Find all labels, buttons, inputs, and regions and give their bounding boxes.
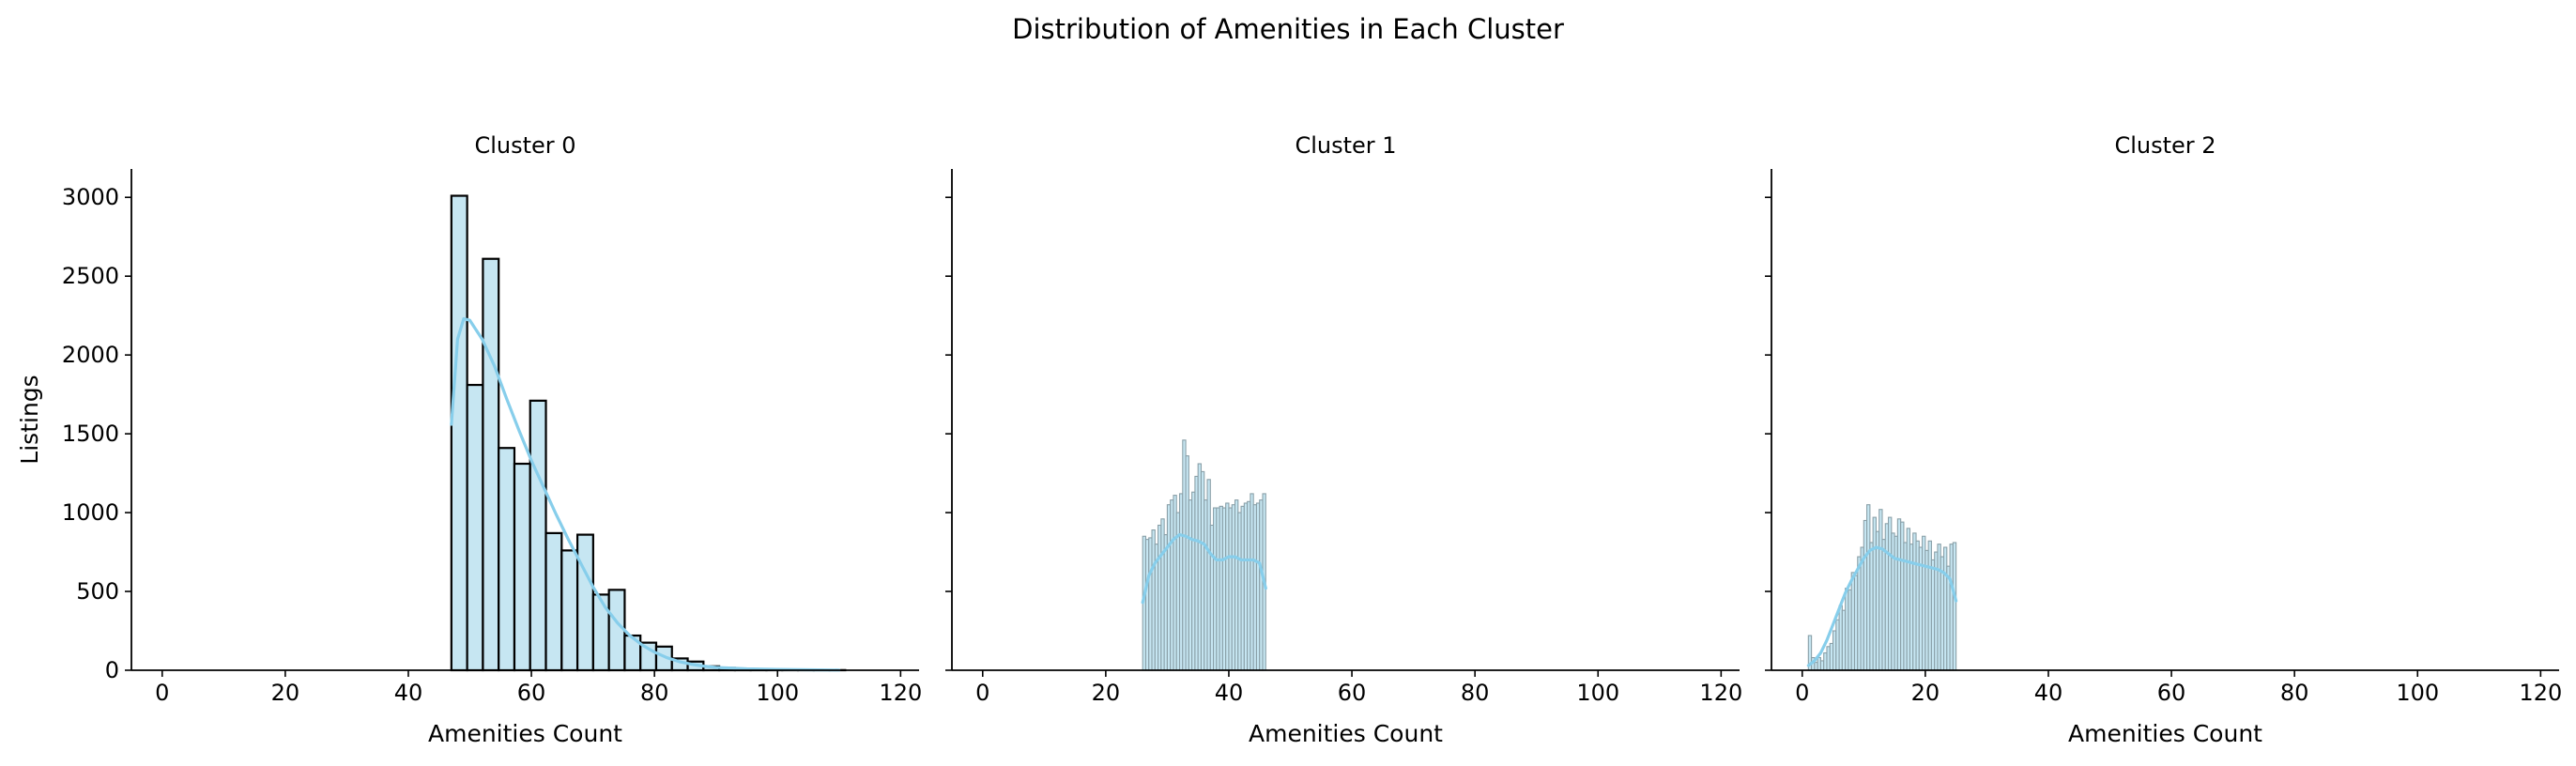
x-tick-label: 20 xyxy=(271,680,300,706)
y-tick-label: 0 xyxy=(105,657,119,683)
x-tick-label: 80 xyxy=(2280,680,2309,706)
x-axis-label: Amenities Count xyxy=(2068,720,2262,747)
y-tick-label: 500 xyxy=(76,578,119,605)
x-tick-label: 40 xyxy=(2034,680,2063,706)
x-tick-label: 120 xyxy=(1699,680,1742,706)
histogram-bar xyxy=(450,194,468,672)
x-tick-label: 120 xyxy=(879,680,922,706)
y-tick-label: 2000 xyxy=(62,342,119,368)
histogram-bar xyxy=(513,462,531,672)
panel-title: Cluster 0 xyxy=(474,132,575,159)
histogram-bar xyxy=(466,383,484,672)
y-tick-label: 1000 xyxy=(62,499,119,526)
x-tick-label: 20 xyxy=(1911,680,1940,706)
x-tick-label: 100 xyxy=(2396,680,2439,706)
y-tick-label: 3000 xyxy=(62,184,119,210)
x-tick-label: 60 xyxy=(517,680,546,706)
histogram-bar xyxy=(529,399,547,672)
x-tick-label: 60 xyxy=(2157,680,2186,706)
x-tick-label: 80 xyxy=(640,680,669,706)
x-axis-label: Amenities Count xyxy=(428,720,622,747)
x-tick-label: 40 xyxy=(1215,680,1244,706)
panels: Cluster 00 20 40 60 80 100 1200500100015002000… xyxy=(62,132,2562,747)
y-axis-label: Listings xyxy=(16,375,43,464)
kde-line xyxy=(450,316,841,672)
y-tick-label: 1500 xyxy=(62,421,119,447)
histogram-bar xyxy=(544,531,563,672)
histogram-bars xyxy=(450,194,847,672)
x-tick-label: 100 xyxy=(1576,680,1619,706)
x-tick-label: 100 xyxy=(756,680,799,706)
panel-cluster-0: Cluster 0 0 20 40 60 80 100 120 0 500 1000 1500 2000… xyxy=(62,132,922,747)
x-tick-label: 120 xyxy=(2519,680,2562,706)
x-tick-label: 20 xyxy=(1092,680,1121,706)
histogram-bar xyxy=(560,549,579,672)
panel-title: Cluster 1 xyxy=(1295,132,1396,159)
histogram-bar xyxy=(607,589,626,672)
kde-line xyxy=(1806,545,1958,667)
panel-cluster-2: Cluster 2 0 20 40 60 80 100 120 Amenities Count xyxy=(1765,132,2562,747)
histogram-bar xyxy=(575,533,594,672)
x-tick-label: 40 xyxy=(394,680,423,706)
x-tick-label: 0 xyxy=(1795,680,1809,706)
histogram-bar xyxy=(1952,542,1957,671)
histogram-bars xyxy=(1807,504,1957,671)
kde-line xyxy=(1141,532,1267,605)
histogram-bar xyxy=(591,593,610,672)
y-tick-label: 2500 xyxy=(62,263,119,289)
x-tick-label: 80 xyxy=(1461,680,1490,706)
histogram-bar xyxy=(482,257,500,672)
x-tick-label: 0 xyxy=(975,680,989,706)
x-tick-label: 60 xyxy=(1338,680,1367,706)
panel-cluster-1: Cluster 1 0 20 40 60 80 100 120 Amenities Count xyxy=(945,132,1742,747)
figure-title: Distribution of Amenities in Each Cluste… xyxy=(1012,13,1564,45)
x-tick-label: 0 xyxy=(155,680,169,706)
histogram-bar xyxy=(498,447,516,672)
x-axis-label: Amenities Count xyxy=(1249,720,1443,747)
panel-title: Cluster 2 xyxy=(2114,132,2216,159)
